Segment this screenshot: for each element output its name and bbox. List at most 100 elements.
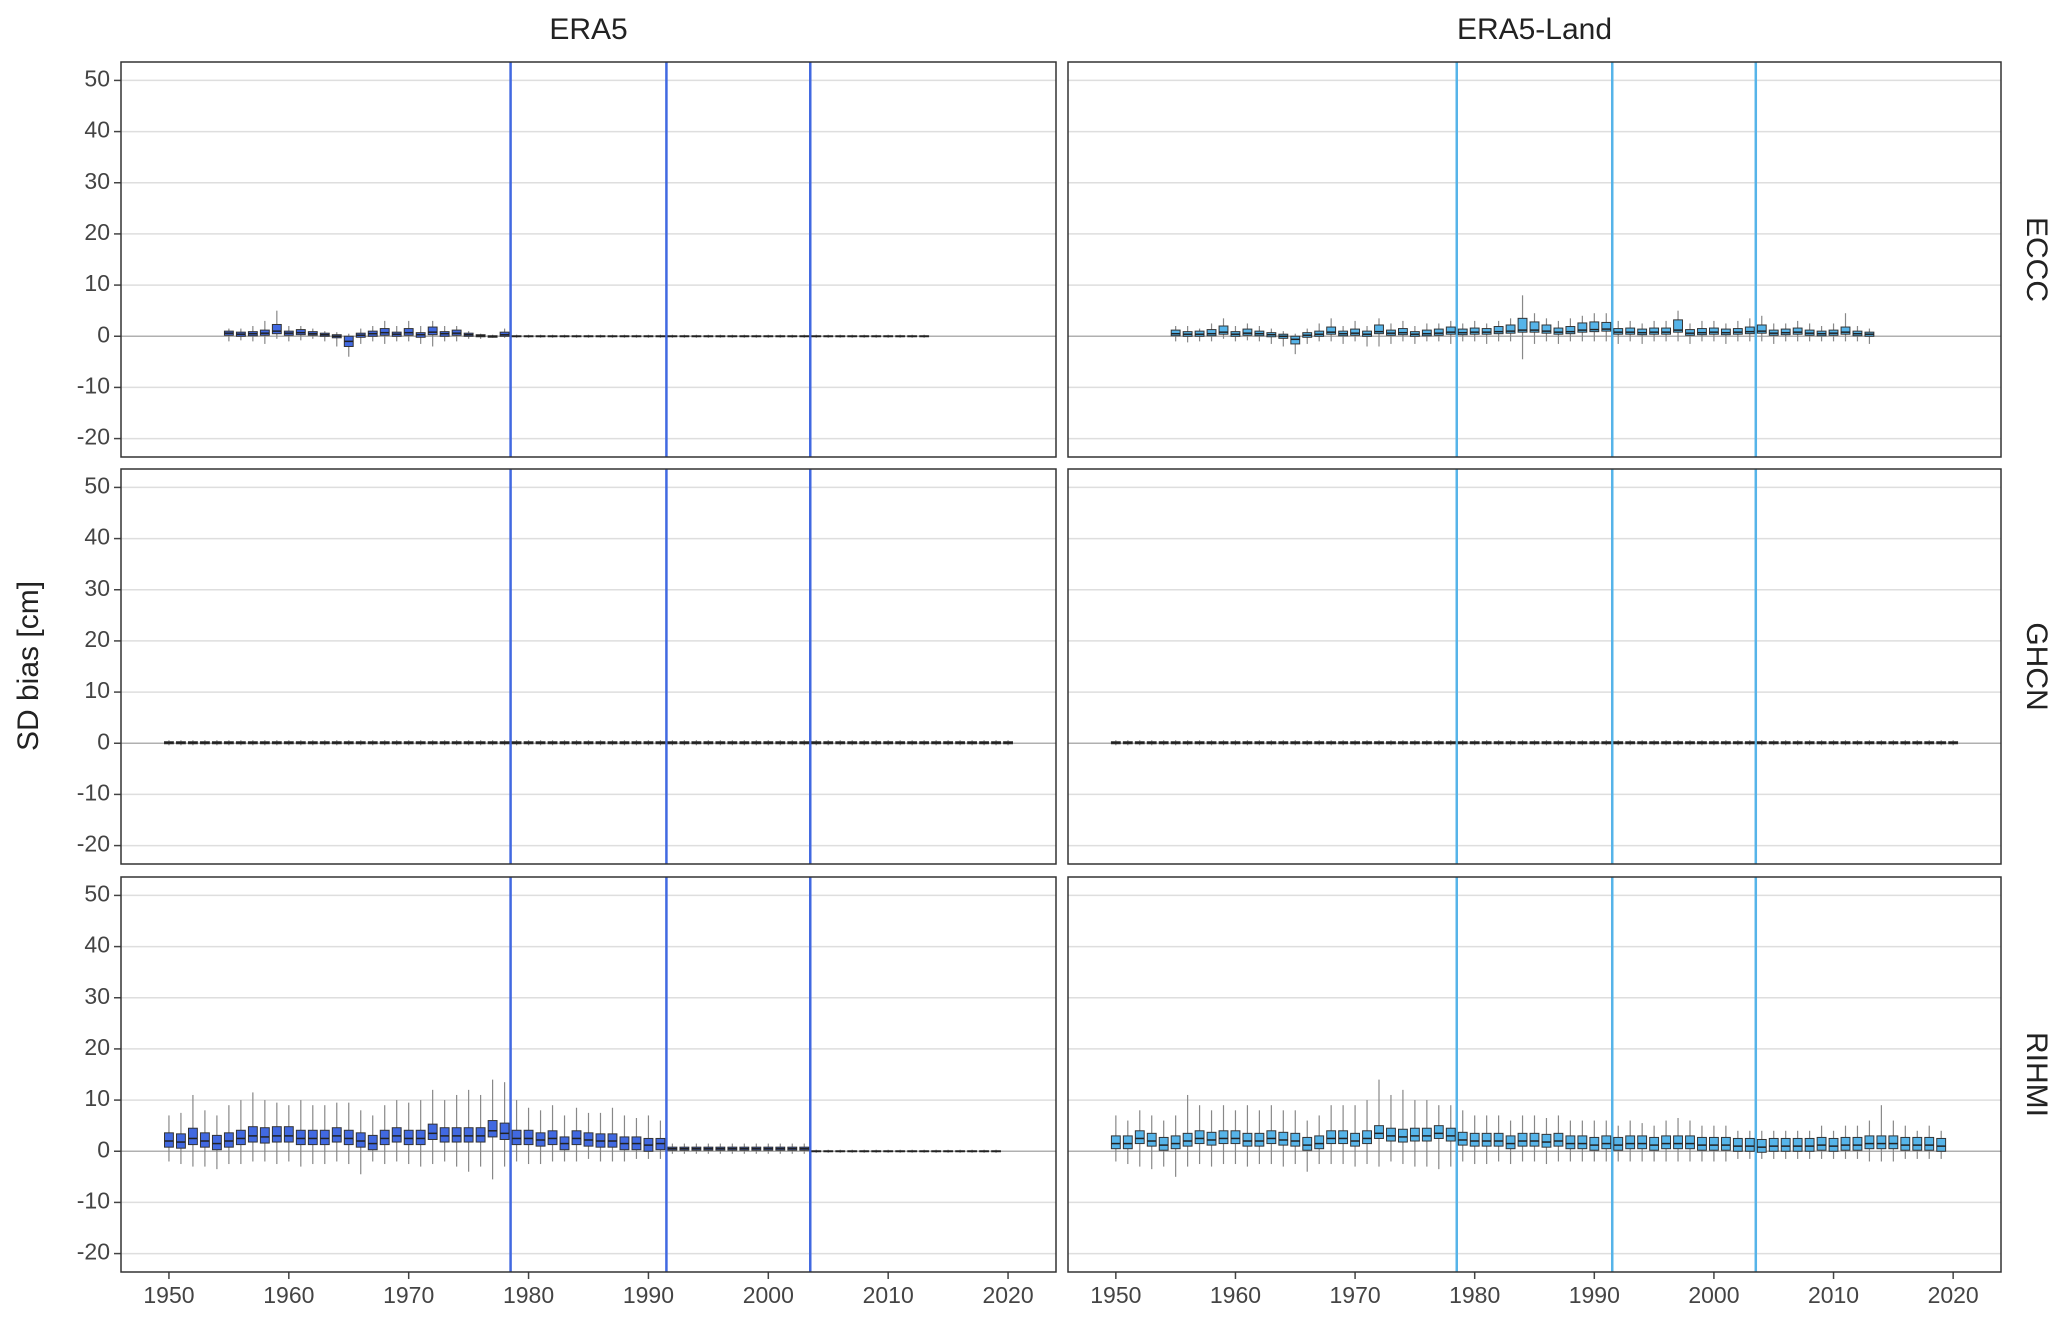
- box: [1362, 1130, 1372, 1145]
- box: [1756, 324, 1767, 334]
- box: [211, 1134, 222, 1151]
- box: [1433, 1125, 1444, 1139]
- box: [1266, 1130, 1277, 1145]
- box: [1278, 1131, 1289, 1146]
- y-tick-label: 30: [84, 575, 110, 601]
- box: [355, 1132, 366, 1148]
- box: [1445, 326, 1456, 335]
- y-axis-label: SD bias [cm]: [12, 581, 45, 751]
- box: [1780, 1137, 1791, 1152]
- box: [1661, 327, 1672, 335]
- box: [1493, 326, 1504, 335]
- box: [1194, 1130, 1205, 1145]
- x-tick-label: 1990: [623, 1282, 674, 1308]
- box: [1792, 1137, 1803, 1152]
- box: [1445, 1127, 1456, 1142]
- box: [487, 1120, 498, 1138]
- y-tick-label: -20: [77, 1239, 110, 1265]
- box: [1374, 1125, 1384, 1139]
- x-tick-label: 2020: [1928, 1282, 1979, 1308]
- box: [1756, 1138, 1767, 1153]
- box: [235, 1129, 246, 1146]
- box: [271, 1126, 282, 1143]
- box: [1242, 1132, 1253, 1147]
- x-tick-label: 2000: [743, 1282, 794, 1308]
- x-tick-label: 2010: [1808, 1282, 1859, 1308]
- box: [403, 1129, 414, 1146]
- y-tick-label: 20: [84, 219, 110, 245]
- box: [1170, 329, 1181, 337]
- box: [1338, 1130, 1349, 1145]
- box: [1876, 1135, 1887, 1150]
- box: [1720, 328, 1731, 336]
- box: [1290, 1132, 1301, 1147]
- box: [379, 1129, 390, 1146]
- box: [199, 1132, 210, 1148]
- box: [1421, 1127, 1432, 1142]
- box: [379, 328, 390, 336]
- panel-background: [1068, 62, 2001, 457]
- box: [1110, 1135, 1121, 1150]
- box: [1541, 324, 1552, 334]
- box: [1290, 335, 1301, 345]
- box: [1517, 317, 1528, 333]
- box: [1350, 328, 1361, 336]
- box: [427, 326, 438, 336]
- box: [1852, 1136, 1863, 1151]
- y-tick-label: 40: [84, 932, 110, 958]
- box: [1505, 324, 1516, 334]
- box: [1553, 327, 1564, 335]
- box: [1625, 327, 1636, 335]
- row-strip: ECCC: [2020, 217, 2053, 302]
- box: [1218, 325, 1229, 335]
- column-strip: ERA5-Land: [1457, 13, 1612, 46]
- panel-border: [1067, 61, 2002, 458]
- row-strip: GHCN: [2020, 622, 2053, 710]
- box: [1481, 1132, 1492, 1147]
- box: [1182, 1132, 1193, 1147]
- box: [1649, 1136, 1660, 1151]
- box: [1625, 1135, 1636, 1150]
- box: [1864, 1135, 1875, 1150]
- box: [1577, 322, 1588, 333]
- box: [427, 1123, 438, 1140]
- box: [343, 1129, 354, 1146]
- box: [1936, 1137, 1947, 1152]
- panel-border: [1067, 876, 2002, 1273]
- box: [391, 1127, 402, 1143]
- x-tick-label: 1970: [383, 1282, 434, 1308]
- box: [1218, 1130, 1229, 1145]
- box: [1888, 1135, 1899, 1150]
- box: [1481, 328, 1492, 335]
- y-tick-label: 30: [84, 168, 110, 194]
- box: [1529, 321, 1540, 333]
- box: [1158, 1136, 1169, 1151]
- box: [1589, 1136, 1600, 1151]
- box: [1768, 1137, 1779, 1152]
- box: [1469, 1132, 1480, 1147]
- box: [1780, 328, 1791, 336]
- box: [367, 1134, 378, 1151]
- box: [1529, 1132, 1540, 1147]
- panel-border: [1067, 468, 2002, 865]
- box: [1350, 1132, 1361, 1147]
- box: [1589, 321, 1600, 333]
- box: [1828, 1137, 1839, 1152]
- box: [1637, 328, 1648, 336]
- row-strip: RIHMI: [2020, 1032, 2053, 1117]
- y-tick-label: -20: [77, 424, 110, 450]
- panel-background: [1068, 469, 2001, 864]
- box: [1254, 1132, 1265, 1147]
- box: [1637, 1135, 1648, 1150]
- y-tick-label: 50: [84, 880, 110, 906]
- box: [439, 1127, 450, 1143]
- box: [1122, 1135, 1133, 1150]
- box: [1493, 1132, 1504, 1147]
- x-tick-label: 1950: [1090, 1282, 1141, 1308]
- box: [1840, 1136, 1851, 1151]
- x-tick-label: 1970: [1329, 1282, 1380, 1308]
- box: [1134, 1130, 1145, 1145]
- panel-border: [120, 61, 1057, 458]
- y-tick-label: 40: [84, 524, 110, 550]
